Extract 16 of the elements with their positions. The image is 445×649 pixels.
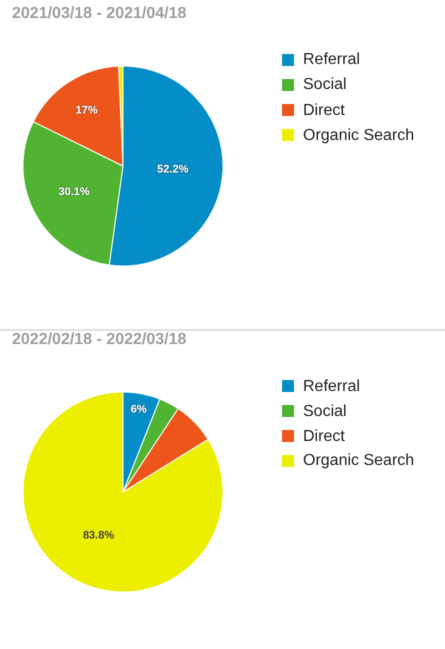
legend-label: Direct [303, 428, 346, 445]
data-label: 30.1% [58, 186, 90, 198]
chart-title: 2021/03/18 - 2021/04/18 [12, 5, 186, 22]
legend-label: Social [303, 403, 347, 420]
data-label: 52.2% [157, 163, 189, 176]
legend-label: Referral [303, 378, 360, 395]
data-label: 83.8% [82, 530, 114, 542]
legend-label: Organic Search [303, 127, 414, 144]
chart-title: 2022/02/18 - 2022/03/18 [12, 331, 186, 348]
legend-label: Organic Search [303, 452, 414, 469]
pie-slice [22, 392, 224, 592]
legend-label: Social [303, 76, 347, 93]
data-label: 17% [76, 104, 98, 116]
legend-label: Referral [303, 51, 360, 68]
data-label: 6% [130, 403, 147, 416]
legend-label: Direct [303, 102, 346, 119]
